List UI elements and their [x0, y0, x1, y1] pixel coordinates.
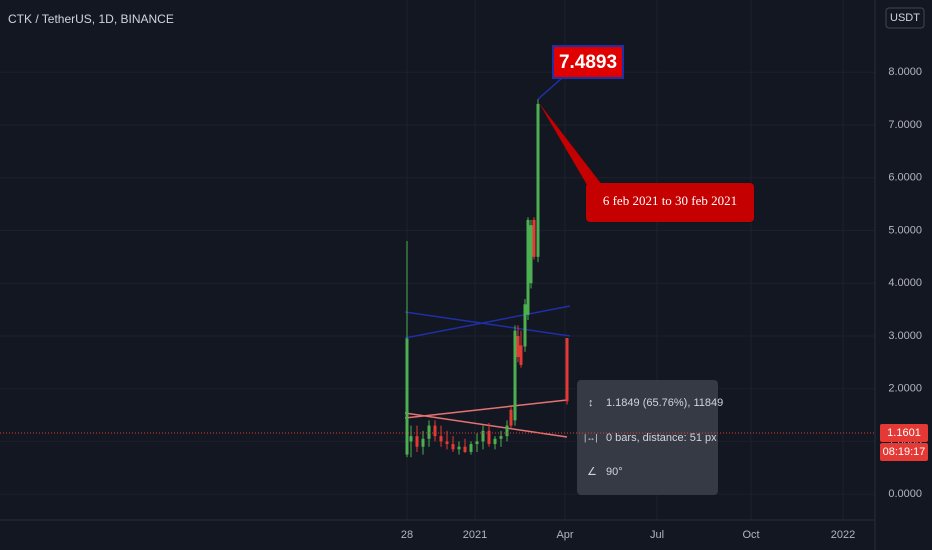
x-tick-label: Oct	[742, 529, 759, 541]
candle-body	[493, 438, 497, 445]
y-tick-label: 7.0000	[888, 119, 922, 131]
currency-box	[885, 7, 925, 29]
candle-body	[532, 219, 536, 257]
candle-body	[523, 304, 527, 347]
callout-pointer	[539, 103, 606, 190]
candle-body	[409, 436, 413, 442]
measure-price: 1.1849 (65.76%), 11849	[606, 397, 723, 409]
x-tick-label: Jul	[650, 529, 664, 541]
candle-body	[439, 436, 443, 442]
candle-body	[529, 225, 533, 284]
candle-body	[505, 425, 509, 437]
y-tick-label: 0.0000	[888, 488, 922, 500]
candle-body	[475, 441, 479, 445]
candle-body	[463, 446, 467, 452]
candle-body	[526, 219, 530, 315]
measure-icon: |↔|	[584, 432, 598, 442]
candle-body	[457, 446, 461, 450]
x-tick-label: 28	[401, 529, 413, 541]
candle-body	[487, 430, 491, 445]
candle-body	[519, 345, 523, 365]
countdown: 08:19:17	[883, 446, 926, 458]
trend-line	[404, 305, 571, 339]
y-tick-label: 5.0000	[888, 224, 922, 236]
measure-icon: ↕	[588, 397, 594, 409]
candle-body	[469, 444, 473, 452]
candle-body	[405, 338, 409, 455]
candle-body	[427, 425, 431, 439]
peak-connector	[537, 77, 563, 100]
candles	[405, 99, 569, 458]
currency: USDT	[890, 12, 920, 24]
candle-body	[565, 338, 569, 402]
candle-body	[536, 103, 540, 257]
peak-label-box	[552, 45, 624, 79]
candle-body	[481, 430, 485, 442]
trend-line	[404, 311, 571, 337]
x-tick-label: 2021	[463, 529, 487, 541]
candle-body	[509, 409, 513, 426]
y-tick-label: 6.0000	[888, 172, 922, 184]
trend-line	[404, 399, 568, 419]
x-tick-label: 2022	[831, 529, 855, 541]
countdown-box	[880, 442, 928, 461]
candle-body	[513, 330, 517, 421]
callout-box	[586, 183, 754, 222]
measure-icon: ∠	[587, 466, 597, 478]
measure-bars: 0 bars, distance: 51 px	[606, 432, 717, 444]
candle-body	[445, 441, 449, 445]
y-tick-label: 3.0000	[888, 330, 922, 342]
price-label: 1.1601	[887, 427, 921, 439]
candle-body	[516, 335, 520, 358]
price-label-box	[880, 423, 928, 442]
y-tick-label: 2.0000	[888, 383, 922, 395]
candle-body	[433, 425, 437, 437]
peak-label: 7.4893	[559, 52, 617, 73]
candle-body	[499, 436, 503, 439]
y-tick-label: 4.0000	[888, 277, 922, 289]
candle-body	[451, 444, 455, 450]
chart-title: CTK / TetherUS, 1D, BINANCE	[8, 12, 174, 26]
y-tick-label: 8.0000	[888, 66, 922, 78]
measure-tooltip	[577, 380, 718, 495]
callout-text: 6 feb 2021 to 30 feb 2021	[603, 193, 737, 208]
candle-body	[421, 438, 425, 447]
measure-angle: 90°	[606, 466, 623, 478]
candle-body	[415, 436, 419, 447]
x-tick-label: Apr	[556, 529, 573, 541]
